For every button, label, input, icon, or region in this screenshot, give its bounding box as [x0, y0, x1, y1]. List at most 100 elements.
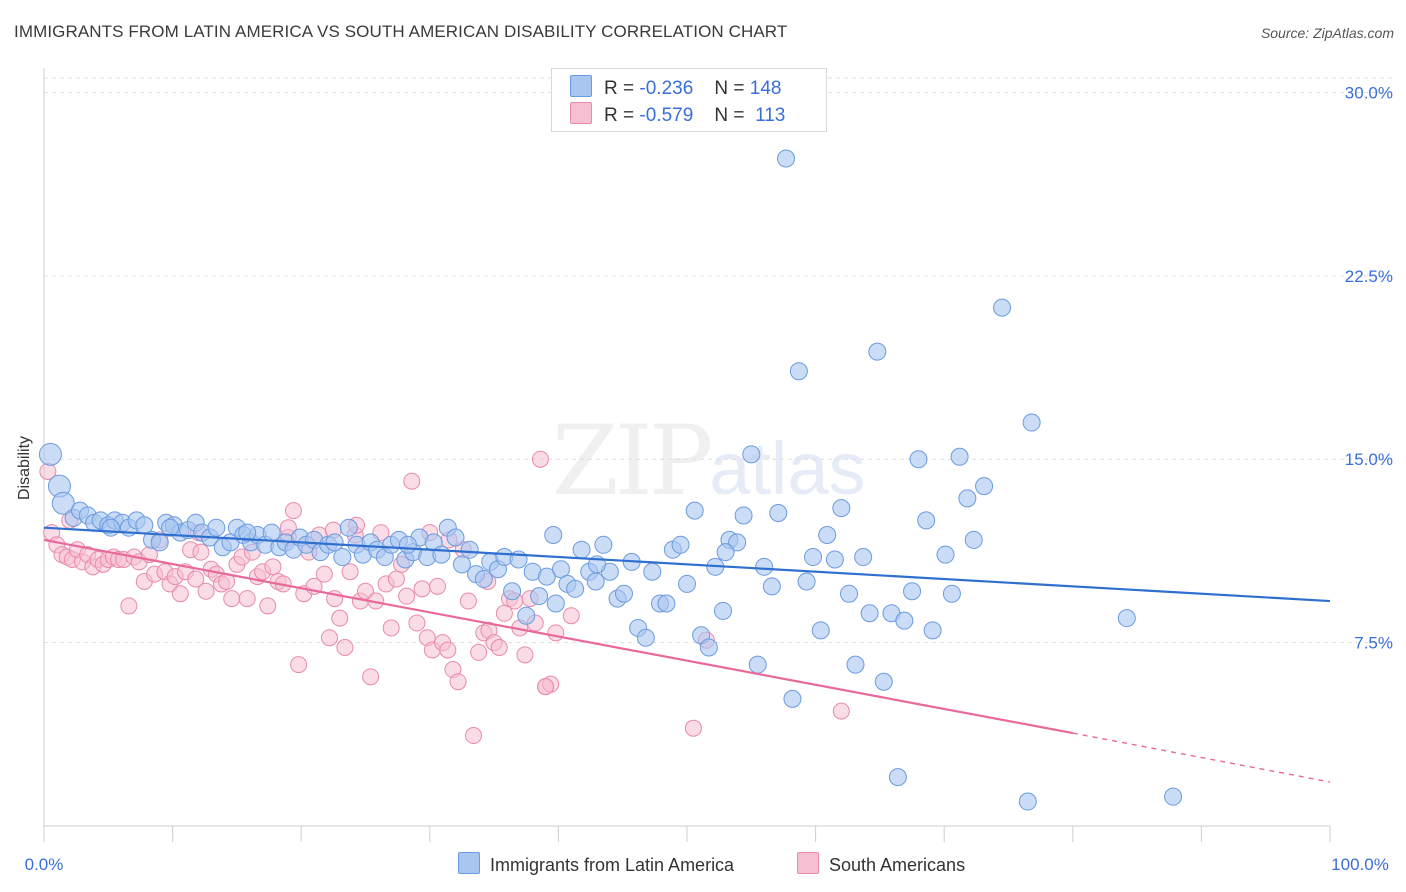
legend-label-south-americans: South Americans	[829, 855, 966, 875]
data-point-latin-america	[714, 601, 733, 620]
data-point-south-americans	[516, 646, 534, 664]
trendline-latin-america	[43, 526, 1331, 603]
stats-r-value-2: -0.579	[639, 105, 694, 126]
y-tick-label: 30.0%	[1345, 83, 1393, 102]
data-point-latin-america	[728, 533, 747, 552]
x-tick-label: 0.0%	[25, 855, 64, 874]
data-point-latin-america	[643, 562, 662, 581]
data-point-south-americans	[382, 619, 400, 637]
data-point-latin-america	[950, 447, 969, 466]
data-point-south-americans	[562, 607, 580, 625]
data-point-latin-america	[572, 540, 591, 559]
stats-r-label-2: R =	[604, 105, 635, 126]
data-point-south-americans	[537, 678, 555, 696]
data-point-latin-america	[789, 362, 808, 381]
data-point-latin-america	[854, 548, 873, 567]
data-point-south-americans	[264, 558, 282, 576]
data-point-latin-america	[699, 638, 718, 657]
data-point-latin-america	[942, 584, 961, 603]
data-point-latin-america	[150, 533, 169, 552]
data-point-south-americans	[290, 656, 308, 674]
data-point-south-americans	[429, 577, 447, 595]
data-point-south-americans	[362, 668, 380, 686]
chart-title: IMMIGRANTS FROM LATIN AMERICA VS SOUTH A…	[14, 22, 788, 41]
data-point-south-americans	[547, 624, 565, 642]
watermark-zip: ZIP	[552, 405, 713, 517]
data-point-latin-america	[1164, 787, 1183, 806]
data-point-south-americans	[259, 597, 277, 615]
data-point-latin-america	[452, 555, 471, 574]
data-point-latin-america	[460, 540, 479, 559]
data-point-latin-america	[840, 584, 859, 603]
data-point-south-americans	[439, 641, 457, 659]
data-point-latin-america	[671, 535, 690, 554]
legend-label-latin-america: Immigrants from Latin America	[490, 855, 735, 875]
data-point-south-americans	[284, 502, 302, 520]
data-point-latin-america	[909, 450, 928, 469]
stats-n-value-1: 148	[749, 78, 782, 99]
data-point-latin-america	[544, 526, 563, 545]
data-point-latin-america	[993, 298, 1012, 317]
data-point-latin-america	[517, 606, 536, 625]
data-point-south-americans	[341, 563, 359, 581]
data-point-south-americans	[449, 673, 467, 691]
data-point-latin-america	[811, 621, 830, 640]
stats-legend: R = -0.236 N = 148 R = -0.579 N = 113	[551, 68, 827, 132]
data-point-latin-america	[888, 768, 907, 787]
data-point-latin-america	[769, 504, 788, 523]
stats-legend-row-2: R = -0.579 N = 113	[570, 102, 785, 127]
data-point-latin-america	[566, 579, 585, 598]
data-point-south-americans	[192, 543, 210, 561]
legend-swatch-pink	[797, 852, 819, 874]
data-point-latin-america	[333, 548, 352, 567]
data-point-latin-america	[923, 621, 942, 640]
data-point-south-americans	[413, 580, 431, 598]
data-point-latin-america	[895, 611, 914, 630]
data-point-latin-america	[975, 477, 994, 496]
data-point-south-americans	[238, 590, 256, 608]
data-point-latin-america	[958, 489, 977, 508]
data-point-latin-america	[446, 528, 465, 547]
trendline-south-americans-extension	[1072, 732, 1331, 783]
data-point-south-americans	[320, 629, 338, 647]
data-point-latin-america	[1117, 609, 1136, 628]
data-point-latin-america	[917, 511, 936, 530]
data-point-latin-america	[685, 501, 704, 520]
data-point-south-americans	[387, 570, 405, 588]
data-point-south-americans	[531, 450, 549, 468]
data-point-south-americans	[470, 643, 488, 661]
data-point-latin-america	[818, 526, 837, 545]
trendline-south-americans	[43, 538, 1074, 735]
data-point-south-americans	[336, 639, 354, 657]
data-point-latin-america	[964, 530, 983, 549]
stats-legend-swatch-blue	[570, 75, 592, 97]
data-point-latin-america	[546, 594, 565, 613]
data-point-latin-america	[503, 582, 522, 601]
data-point-latin-america	[936, 545, 955, 564]
data-point-latin-america	[432, 545, 451, 564]
data-point-latin-america	[846, 655, 865, 674]
data-point-latin-america	[238, 523, 257, 542]
data-point-south-americans	[490, 639, 508, 657]
data-point-south-americans	[398, 587, 416, 605]
data-point-south-americans	[187, 570, 205, 588]
watermark-atlas: atlas	[709, 427, 866, 510]
data-point-latin-america	[797, 572, 816, 591]
chart-source: Source: ZipAtlas.com	[1260, 25, 1394, 41]
data-point-south-americans	[408, 614, 426, 632]
stats-n-label-1: N =	[714, 78, 745, 99]
data-point-latin-america	[398, 535, 417, 554]
data-point-south-americans	[459, 592, 477, 610]
data-point-latin-america	[742, 445, 761, 464]
data-point-latin-america	[832, 499, 851, 518]
stats-r-label-1: R =	[604, 78, 635, 99]
data-point-latin-america	[678, 574, 696, 593]
data-point-latin-america	[1022, 413, 1041, 432]
stats-n-label-2: N =	[714, 105, 745, 126]
data-point-latin-america	[716, 543, 735, 562]
data-point-latin-america	[748, 655, 767, 674]
legend-item-latin-america: Immigrants from Latin America	[458, 852, 734, 876]
data-point-latin-america	[594, 535, 613, 554]
data-point-latin-america	[903, 582, 922, 601]
y-tick-label: 22.5%	[1345, 267, 1393, 286]
